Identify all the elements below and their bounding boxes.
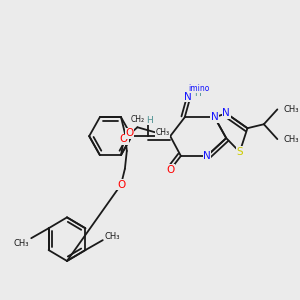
Text: CH₃: CH₃ xyxy=(14,238,29,247)
Text: O: O xyxy=(126,128,134,138)
Text: N: N xyxy=(184,92,191,101)
Text: N: N xyxy=(203,151,211,161)
Text: O: O xyxy=(166,165,174,175)
Text: CH₃: CH₃ xyxy=(283,105,298,114)
Text: H: H xyxy=(147,116,153,125)
Text: CH₂: CH₂ xyxy=(130,115,145,124)
Text: CH₃: CH₃ xyxy=(283,135,298,144)
Text: H: H xyxy=(194,89,201,98)
Text: N: N xyxy=(222,108,230,118)
Text: N: N xyxy=(211,112,218,122)
Text: O: O xyxy=(117,180,125,190)
Text: S: S xyxy=(236,147,243,157)
Text: O: O xyxy=(120,134,128,144)
Text: CH₃: CH₃ xyxy=(155,128,170,137)
Text: CH₃: CH₃ xyxy=(105,232,120,241)
Text: imino: imino xyxy=(188,84,210,93)
